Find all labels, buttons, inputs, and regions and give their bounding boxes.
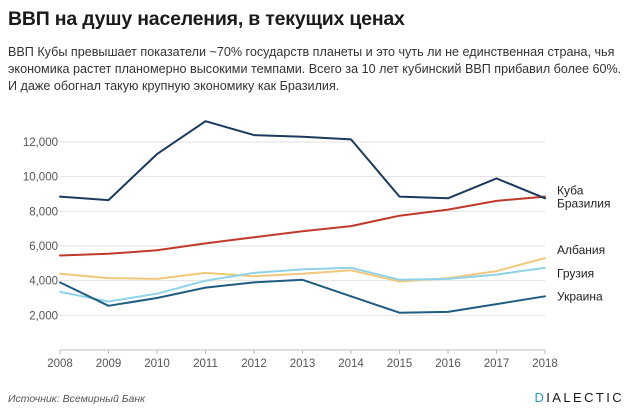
series-label-3: Албания (557, 243, 605, 257)
y-tick-label: 4,000 (29, 276, 58, 288)
y-axis-ticks: 2,000 4,000 6,000 8,000 10,000 12,000 (23, 137, 58, 322)
x-tick-label: 2014 (338, 358, 364, 370)
grid (60, 141, 545, 351)
x-tick-label: 2013 (290, 358, 316, 370)
x-tick-label: 2010 (144, 358, 170, 370)
y-tick-label: 12,000 (23, 137, 58, 149)
x-tick-label: 2008 (47, 358, 73, 370)
x-axis-ticks: 2008 2009 2010 2011 2012 2013 2014 2015 2016 2017… (47, 350, 558, 370)
logo-text: IALECTIC (546, 390, 624, 405)
series-label-4: Грузия (557, 267, 594, 281)
x-tick-label: 2018 (532, 358, 558, 370)
series-label-5: Украина (557, 289, 603, 303)
logo-letter-d: D (534, 390, 547, 405)
series-line-5 (59, 278, 546, 314)
dialectic-logo: DIALECTIC (534, 390, 624, 405)
series-label-2: Бразилия (557, 197, 611, 211)
x-tick-label: 2017 (484, 358, 510, 370)
series-line-2 (59, 195, 546, 257)
source-note: Источник: Всемирный Банк (8, 393, 146, 405)
series-line-1 (59, 120, 546, 202)
x-tick-label: 2012 (241, 358, 267, 370)
y-tick-label: 6,000 (29, 241, 58, 253)
series-label-1: Куба (557, 183, 584, 197)
x-tick-label: 2016 (435, 358, 461, 370)
chart-title: ВВП на душу населения, в текущих ценах (8, 8, 405, 30)
y-tick-label: 10,000 (23, 172, 58, 184)
y-tick-label: 2,000 (29, 310, 58, 322)
x-tick-label: 2009 (96, 358, 122, 370)
x-tick-label: 2015 (387, 358, 413, 370)
y-tick-label: 8,000 (29, 206, 58, 218)
chart-subtitle: ВВП Кубы превышает показатели ~70% госуд… (8, 45, 622, 93)
series-lines (59, 120, 546, 314)
series-line-3 (59, 257, 546, 283)
series-line-4 (59, 266, 546, 303)
x-tick-label: 2011 (193, 358, 218, 370)
